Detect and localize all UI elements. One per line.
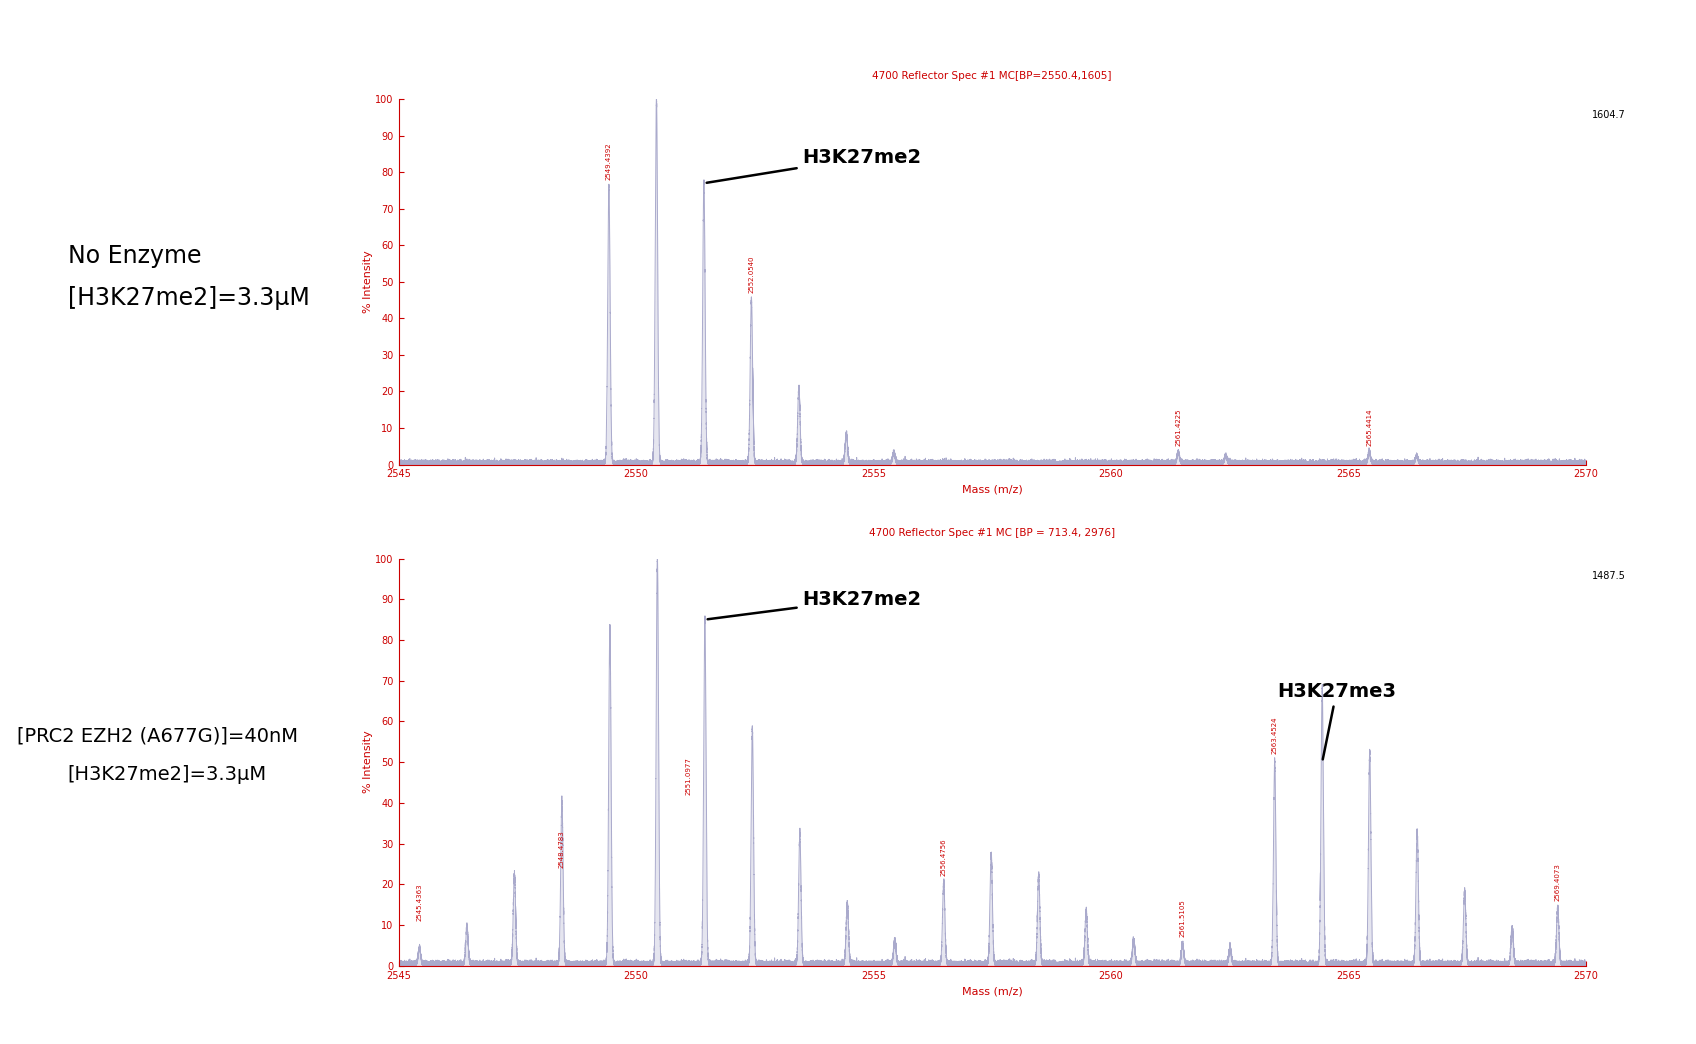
Text: 2556.4756: 2556.4756	[941, 838, 946, 876]
Text: 2545.4363: 2545.4363	[417, 883, 422, 921]
Text: [H3K27me2]=3.3μM: [H3K27me2]=3.3μM	[68, 286, 310, 309]
Text: 4700 Reflector Spec #1 MC[BP=2550.4,1605]: 4700 Reflector Spec #1 MC[BP=2550.4,1605…	[872, 71, 1113, 80]
Y-axis label: % Intensity: % Intensity	[363, 731, 373, 793]
Y-axis label: % Intensity: % Intensity	[363, 251, 373, 313]
Text: 2563.4524: 2563.4524	[1272, 716, 1277, 754]
Text: No Enzyme: No Enzyme	[68, 244, 202, 267]
Text: 2565.4414: 2565.4414	[1367, 409, 1372, 447]
Text: 2569.4073: 2569.4073	[1555, 862, 1560, 901]
Text: H3K27me2: H3K27me2	[707, 148, 921, 183]
Text: 1604.7: 1604.7	[1591, 111, 1625, 120]
Text: 2549.4392: 2549.4392	[605, 142, 612, 180]
Text: [PRC2 EZH2 (A677G)]=40nM: [PRC2 EZH2 (A677G)]=40nM	[17, 727, 298, 745]
Text: H3K27me3: H3K27me3	[1277, 682, 1396, 759]
Text: 2551.0977: 2551.0977	[685, 757, 692, 794]
X-axis label: Mass (m/z): Mass (m/z)	[962, 987, 1023, 996]
Text: H3K27me2: H3K27me2	[707, 590, 921, 619]
Text: 2561.5105: 2561.5105	[1180, 900, 1186, 938]
Text: 1487.5: 1487.5	[1591, 571, 1625, 580]
Text: 2548.4783: 2548.4783	[560, 830, 565, 868]
Text: 2552.0540: 2552.0540	[748, 256, 755, 292]
Text: 4700 Reflector Spec #1 MC [BP = 713.4, 2976]: 4700 Reflector Spec #1 MC [BP = 713.4, 2…	[868, 528, 1116, 539]
Text: 2561.4225: 2561.4225	[1175, 409, 1182, 447]
Text: [H3K27me2]=3.3μM: [H3K27me2]=3.3μM	[68, 765, 266, 784]
X-axis label: Mass (m/z): Mass (m/z)	[962, 485, 1023, 495]
